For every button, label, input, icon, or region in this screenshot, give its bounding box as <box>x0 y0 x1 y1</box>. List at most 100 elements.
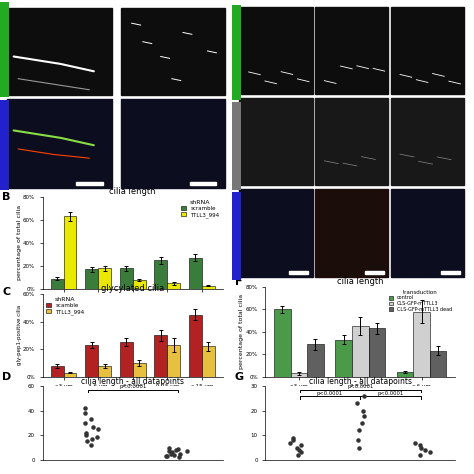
Bar <box>365 271 384 274</box>
Point <box>297 441 305 449</box>
Point <box>87 441 95 449</box>
Bar <box>239 98 313 185</box>
Text: merge+ DAPI: merge+ DAPI <box>2 129 6 160</box>
Bar <box>7 9 112 95</box>
Bar <box>336 340 352 377</box>
Text: B: B <box>2 192 11 202</box>
Bar <box>413 311 430 377</box>
Bar <box>155 336 167 377</box>
Point <box>168 450 175 457</box>
Bar <box>51 366 64 377</box>
Bar <box>133 280 146 289</box>
Point <box>81 419 89 427</box>
Legend: control, CLS-GFP-mTTLL3, CLS-GFP-mTTLL3 dead: control, CLS-GFP-mTTLL3, CLS-GFP-mTTLL3 … <box>388 289 453 312</box>
Title: glycylated cilia: glycylated cilia <box>101 284 164 293</box>
Point <box>359 407 366 415</box>
Point <box>83 438 91 445</box>
Bar <box>76 182 103 185</box>
Point <box>171 451 178 459</box>
Text: ac-tubulin: ac-tubulin <box>235 40 238 64</box>
Bar <box>315 98 388 185</box>
Bar <box>98 268 111 289</box>
Point <box>355 444 362 451</box>
Point <box>93 433 101 440</box>
Point <box>87 416 95 423</box>
Point <box>165 444 173 451</box>
Title: cilia length: cilia length <box>109 187 156 196</box>
Point <box>421 446 428 454</box>
Point <box>183 447 191 455</box>
Text: D: D <box>2 372 12 382</box>
Bar <box>120 99 225 188</box>
Bar <box>85 270 98 289</box>
X-axis label: ac-tubulin signal length (μm): ac-tubulin signal length (μm) <box>87 303 178 308</box>
Point <box>81 405 89 412</box>
Bar <box>391 8 464 94</box>
Point <box>411 439 419 447</box>
Bar <box>202 346 215 377</box>
Legend: scramble, TTLL3_994: scramble, TTLL3_994 <box>180 200 220 218</box>
Bar <box>430 351 447 377</box>
Bar <box>202 286 215 289</box>
Bar <box>51 279 64 289</box>
Title: cilia length - all datapoints: cilia length - all datapoints <box>309 376 412 385</box>
Legend: scamble, TTLL3_994: scamble, TTLL3_994 <box>46 297 85 315</box>
Y-axis label: gly-pep1-positive cilia: gly-pep1-positive cilia <box>17 305 21 365</box>
Bar <box>397 373 413 377</box>
Bar <box>189 258 202 289</box>
Bar <box>290 271 308 274</box>
Y-axis label: percentage of total cilia: percentage of total cilia <box>239 294 244 369</box>
Bar <box>368 328 385 377</box>
Bar <box>133 363 146 377</box>
Bar <box>85 345 98 377</box>
Bar <box>391 98 464 185</box>
Point <box>81 410 89 417</box>
Point <box>358 419 366 427</box>
Point <box>174 445 182 453</box>
Text: ac-tubulin: ac-tubulin <box>2 38 6 62</box>
Point <box>353 400 361 407</box>
Point <box>354 437 361 444</box>
Bar <box>120 268 133 289</box>
Text: GFP: GFP <box>235 142 238 152</box>
Bar <box>7 99 112 188</box>
Point <box>168 448 176 456</box>
Point <box>426 448 434 456</box>
Bar <box>167 345 180 377</box>
Text: G: G <box>235 372 244 382</box>
Bar <box>64 216 76 289</box>
Bar <box>155 260 167 289</box>
Text: p<0.0001: p<0.0001 <box>377 391 404 396</box>
Point <box>163 452 171 460</box>
Bar <box>274 309 291 377</box>
Bar <box>120 342 133 377</box>
Point <box>356 427 363 434</box>
Text: p<0.0001: p<0.0001 <box>347 384 374 389</box>
Bar <box>441 271 459 274</box>
Point <box>416 451 424 459</box>
Point <box>89 423 96 430</box>
Point <box>295 446 302 454</box>
Bar <box>120 9 225 95</box>
Title: cilia length - all datapoints: cilia length - all datapoints <box>81 376 184 385</box>
Bar <box>189 315 202 377</box>
Text: p<0.0001: p<0.0001 <box>317 391 343 396</box>
Bar <box>167 283 180 289</box>
Y-axis label: percentage of total cilia: percentage of total cilia <box>17 205 21 281</box>
Text: p<0.0001: p<0.0001 <box>119 384 146 389</box>
Point <box>290 437 297 444</box>
Title: cilia length: cilia length <box>337 277 383 286</box>
Bar <box>64 373 76 377</box>
Point <box>290 434 297 442</box>
Point <box>294 451 301 459</box>
Point <box>88 435 96 443</box>
Text: merge+ DAPI: merge+ DAPI <box>235 221 238 253</box>
X-axis label: ac-tubulin signal length (μm): ac-tubulin signal length (μm) <box>315 391 406 396</box>
Text: C: C <box>2 287 10 297</box>
Point <box>173 446 180 454</box>
Point <box>298 448 305 456</box>
Bar <box>291 374 307 377</box>
Point <box>82 431 90 439</box>
Point <box>94 425 101 433</box>
Bar <box>315 189 388 277</box>
